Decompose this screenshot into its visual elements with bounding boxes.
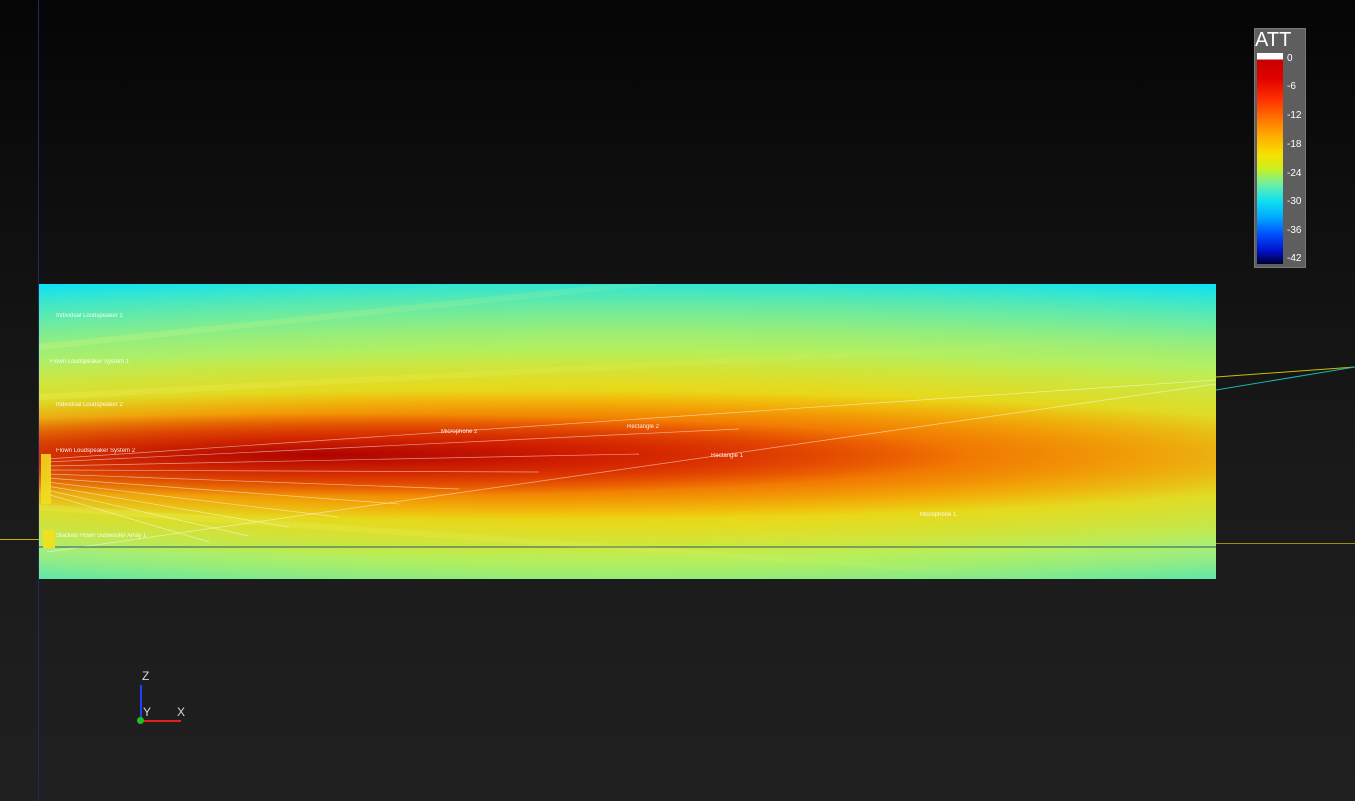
- z-axis-label: Z: [142, 669, 150, 683]
- legend-tick: -6: [1287, 81, 1296, 92]
- y-axis-dot: [137, 717, 144, 724]
- subwoofer-array-marker[interactable]: [43, 530, 55, 548]
- legend-tick: -30: [1287, 196, 1302, 207]
- att-color-legend: ATT 0 -6 -12 -18 -24 -30 -36 -42: [1254, 28, 1306, 268]
- legend-tick: -36: [1287, 225, 1302, 236]
- legend-tick: -24: [1287, 168, 1302, 179]
- vertical-axis-line: [38, 0, 39, 801]
- orientation-gizmo: Z Y X: [120, 665, 200, 735]
- label-rectangle-2[interactable]: Rectangle 2: [627, 424, 660, 430]
- ray-lines: [39, 379, 1216, 553]
- legend-color-bar: [1257, 53, 1283, 264]
- x-axis-label: X: [177, 705, 186, 719]
- projection-line-yellow: [1215, 366, 1355, 378]
- legend-title: ATT: [1255, 29, 1292, 51]
- loudspeaker-array-marker[interactable]: [41, 454, 51, 504]
- label-microphone-1[interactable]: Microphone 1: [920, 512, 957, 518]
- legend-tick: -12: [1287, 110, 1302, 121]
- label-individual-loudspeaker-2[interactable]: Individual Loudspeaker 2: [56, 402, 123, 408]
- label-rectangle-1[interactable]: Rectangle 1: [711, 453, 744, 459]
- legend-tick: -18: [1287, 139, 1302, 150]
- label-individual-loudspeaker-1[interactable]: Individual Loudspeaker 1: [56, 313, 123, 319]
- legend-tick: -42: [1287, 253, 1302, 264]
- label-stacked-flown-subwoofer-array-1[interactable]: Stacked Flown Subwoofer Array 1: [56, 533, 147, 539]
- z-axis-arrow: [140, 685, 142, 721]
- y-axis-label: Y: [143, 705, 152, 719]
- label-microphone-2[interactable]: Microphone 2: [441, 429, 478, 435]
- label-flown-loudspeaker-system-1[interactable]: Flown Loudspeaker System 1: [50, 359, 130, 365]
- attenuation-heatmap[interactable]: Individual Loudspeaker 1 Flown Loudspeak…: [39, 284, 1216, 579]
- label-flown-loudspeaker-system-2[interactable]: Flown Loudspeaker System 2: [56, 448, 136, 454]
- horizontal-axis-line: [0, 539, 42, 540]
- projection-line-cyan: [1215, 366, 1355, 391]
- legend-tick: 0: [1287, 53, 1293, 64]
- horizontal-axis-line-right: [1215, 543, 1355, 544]
- x-axis-arrow: [141, 720, 181, 722]
